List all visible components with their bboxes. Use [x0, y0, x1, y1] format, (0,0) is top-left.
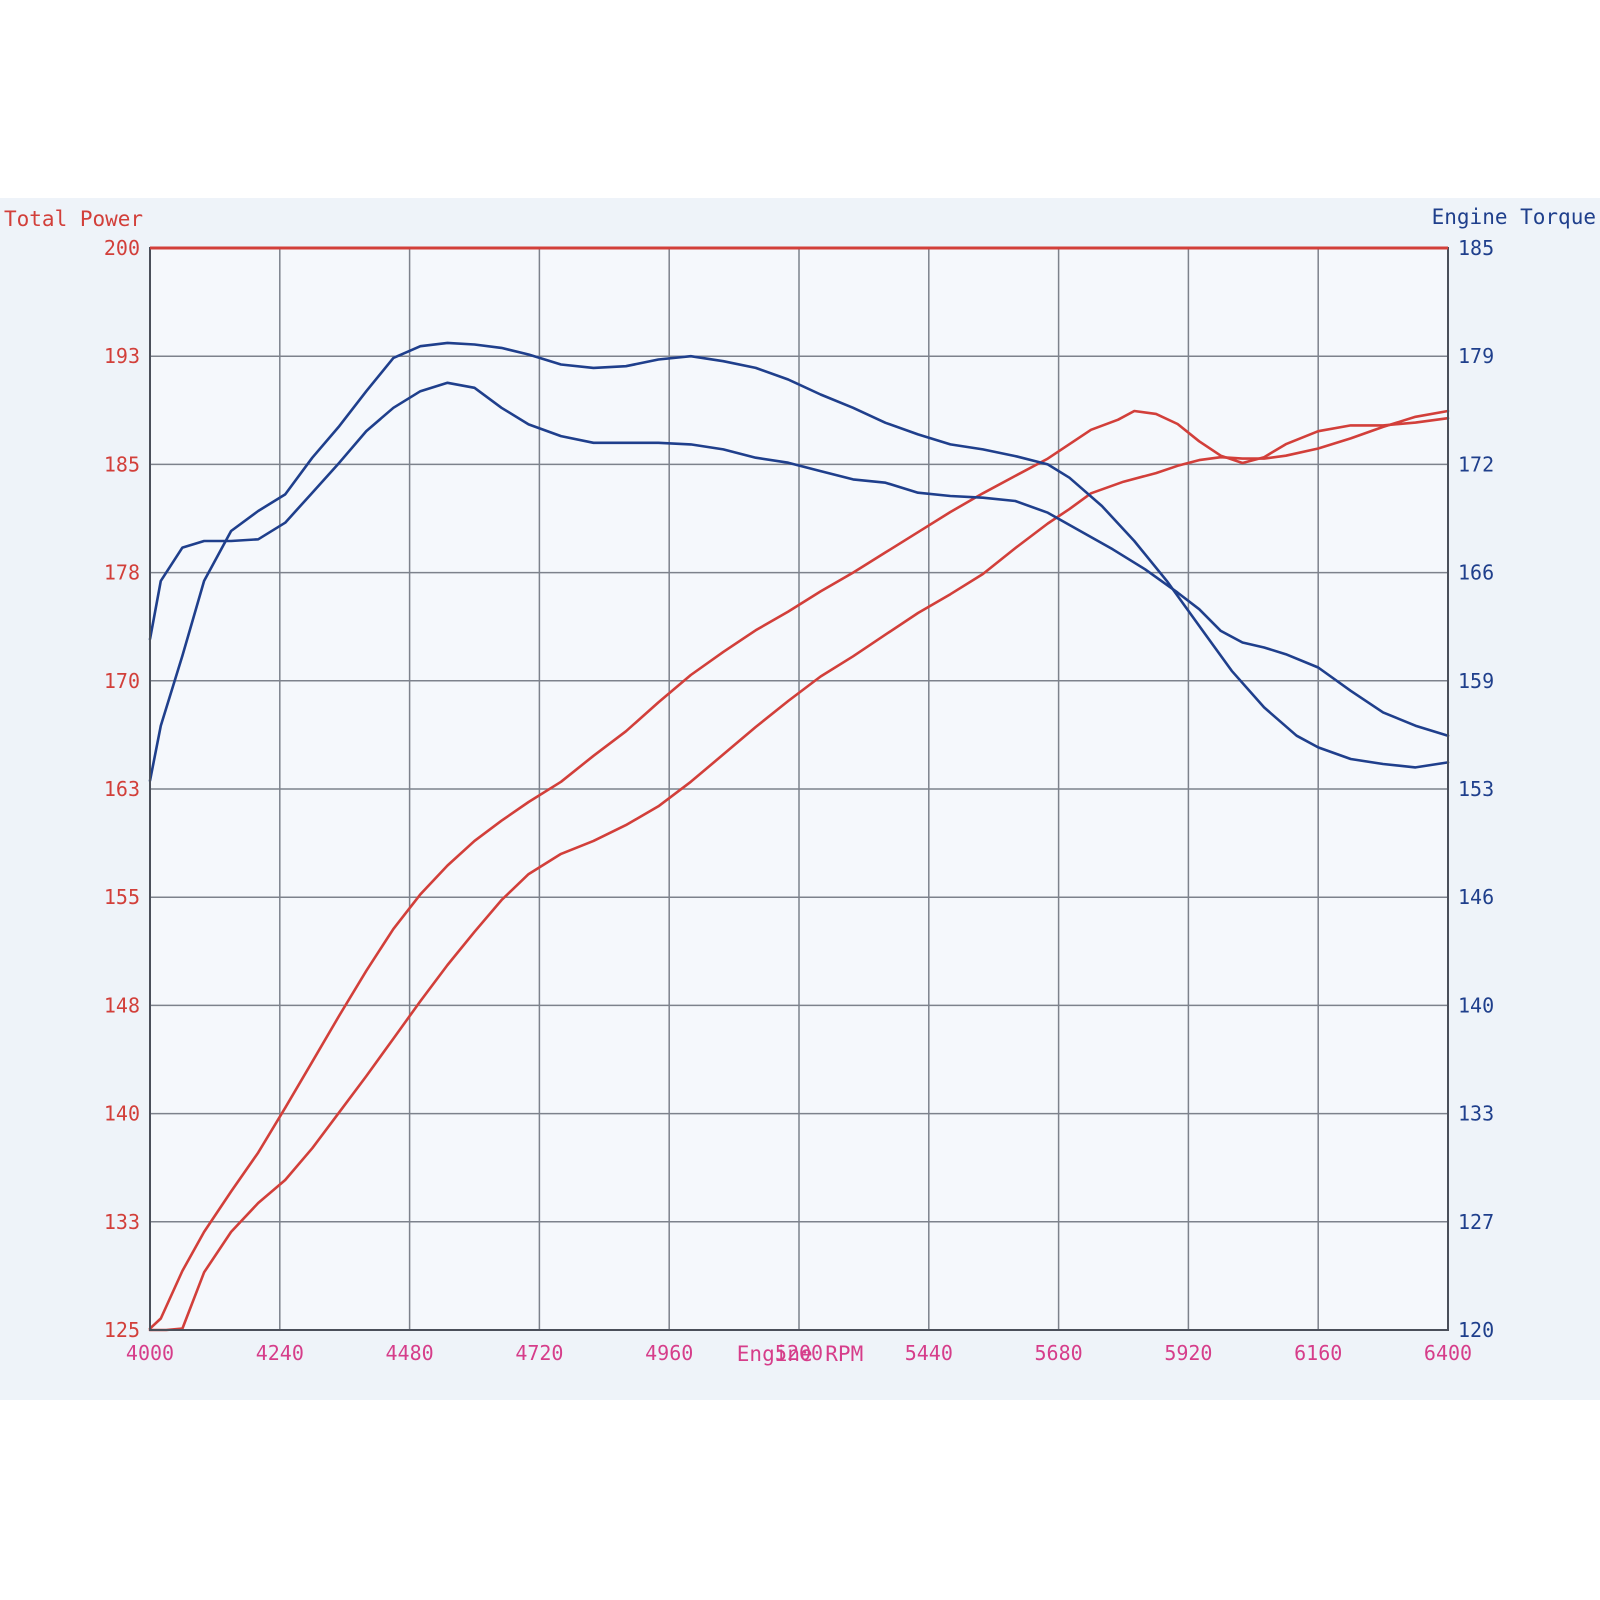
x-tick-label: 6400 [1424, 1341, 1472, 1365]
right-tick-label: 140 [1458, 993, 1494, 1017]
right-tick-label: 120 [1458, 1318, 1494, 1342]
left-tick-label: 140 [104, 1102, 140, 1126]
x-tick-label: 5200 [775, 1341, 823, 1365]
left-tick-label: 185 [104, 452, 140, 476]
right-tick-label: 166 [1458, 561, 1494, 585]
right-tick-label: 146 [1458, 885, 1494, 909]
right-tick-label: 133 [1458, 1102, 1494, 1126]
x-tick-label: 5440 [905, 1341, 953, 1365]
tick-labels: 4000 4240 4480 4720 4960 5200 5440 5680 5920 6160… [104, 236, 1494, 1365]
x-tick-label: 4720 [515, 1341, 563, 1365]
x-axis-title: Engine RPM [737, 1342, 863, 1366]
right-tick-label: 172 [1458, 452, 1494, 476]
x-tick-label: 4480 [386, 1341, 434, 1365]
series-layer [148, 341, 1450, 1332]
left-tick-label: 163 [104, 777, 140, 801]
left-axis-title: Total Power [4, 207, 143, 231]
right-tick-label: 179 [1458, 344, 1494, 368]
left-tick-label: 125 [104, 1318, 140, 1342]
dyno-chart: 4000 4240 4480 4720 4960 5200 5440 5680 5920 6160… [4, 205, 1596, 1366]
left-tick-label: 200 [104, 236, 140, 260]
left-tick-label: 170 [104, 669, 140, 693]
right-tick-label: 127 [1458, 1210, 1494, 1234]
x-tick-label: 5680 [1035, 1341, 1083, 1365]
plot-frame [149, 246, 1449, 1331]
x-tick-label: 5920 [1164, 1341, 1212, 1365]
left-tick-label: 155 [104, 885, 140, 909]
right-axis-title: Engine Torque [1432, 205, 1596, 229]
left-tick-label: 133 [104, 1210, 140, 1234]
x-tick-label: 4000 [126, 1341, 174, 1365]
torque-curve-1 [148, 381, 1450, 738]
x-tick-label: 6160 [1294, 1341, 1342, 1365]
left-tick-label: 148 [104, 993, 140, 1017]
x-tick-label: 4240 [256, 1341, 304, 1365]
power-curve-2 [148, 409, 1450, 1332]
right-tick-label: 185 [1458, 236, 1494, 260]
left-tick-label: 193 [104, 344, 140, 368]
right-tick-label: 153 [1458, 777, 1494, 801]
dyno-sheet: 4000 4240 4480 4720 4960 5200 5440 5680 5920 6160… [0, 198, 1600, 1400]
x-tick-label: 4960 [645, 1341, 693, 1365]
left-tick-label: 178 [104, 561, 140, 585]
right-tick-label: 159 [1458, 669, 1494, 693]
torque-curve-2 [148, 341, 1450, 783]
